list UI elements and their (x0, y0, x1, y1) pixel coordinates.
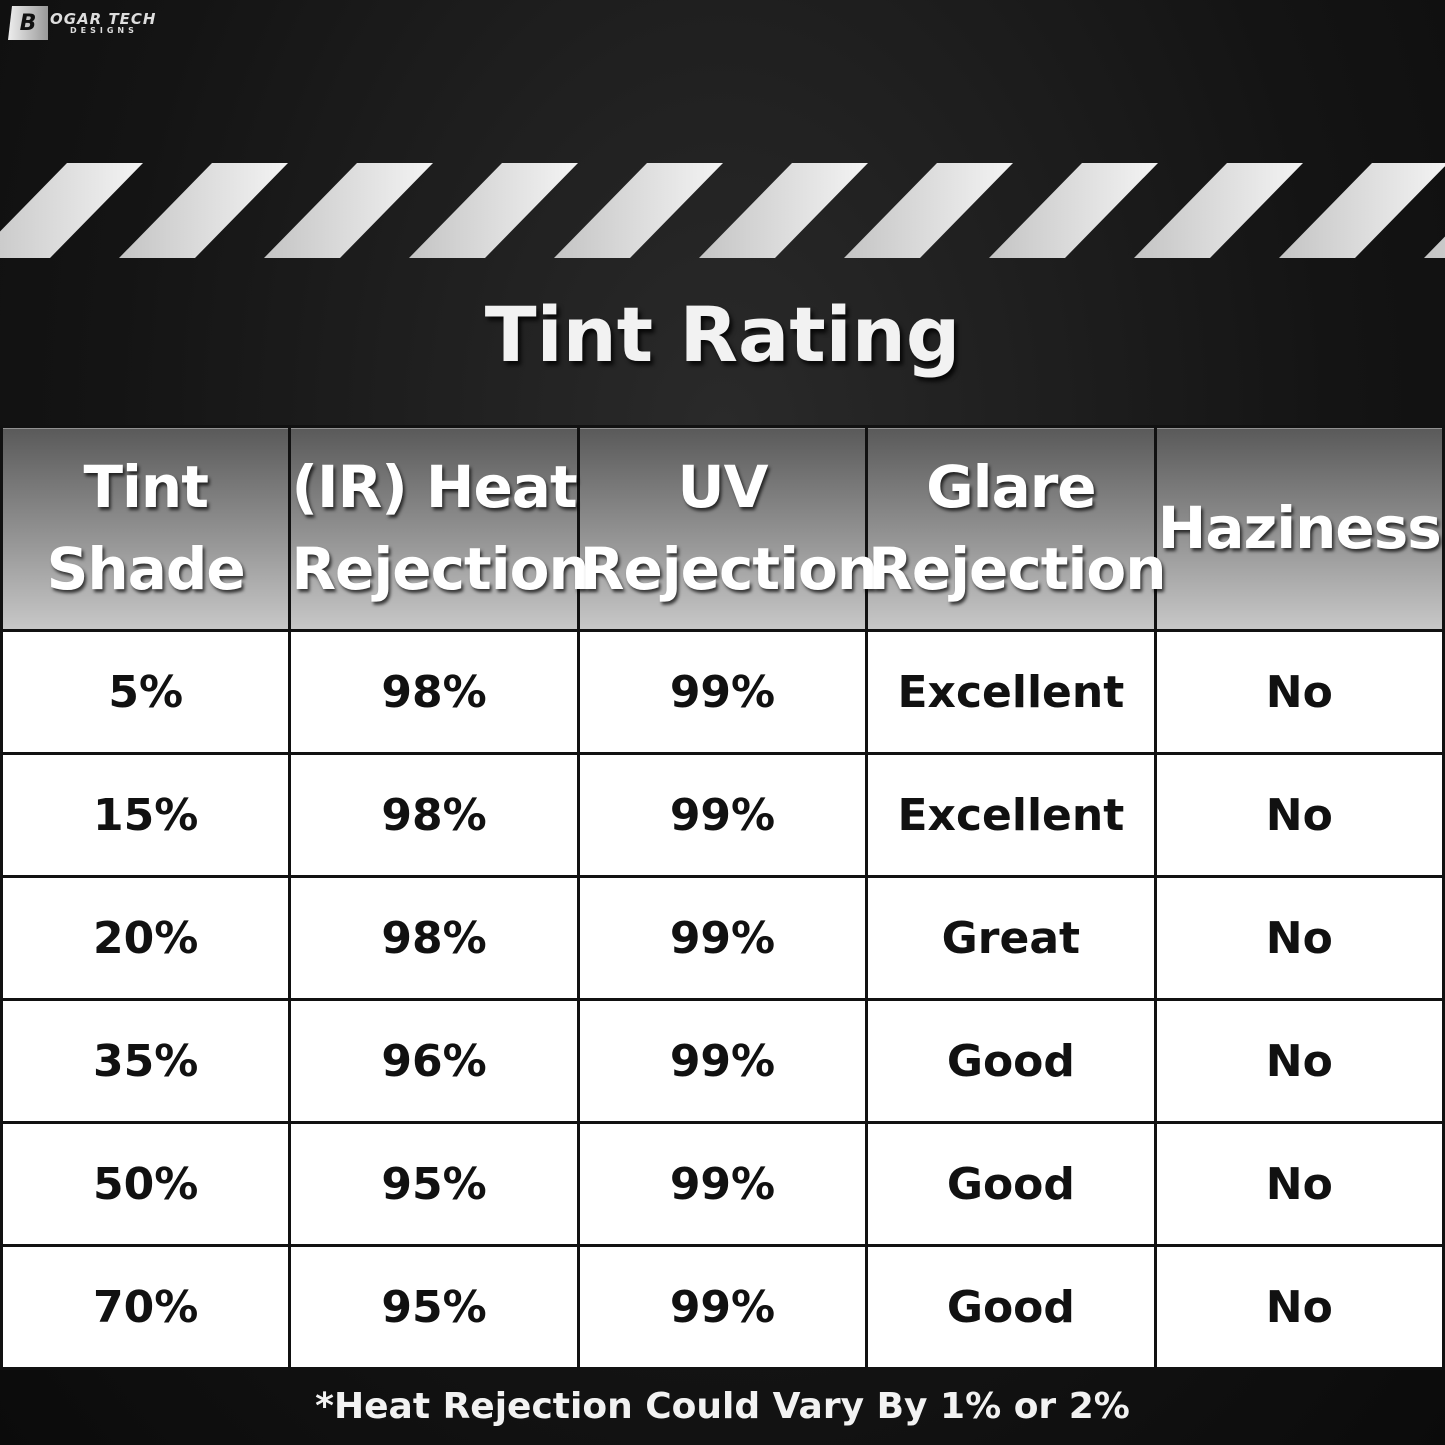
table-row: 70% 95% 99% Good No (0, 1244, 1445, 1370)
table-cell: 5% (0, 629, 292, 755)
table-cell: 98% (288, 875, 580, 1001)
table-cell: 99% (576, 752, 869, 878)
table-row: 20% 98% 99% Great No (0, 875, 1445, 1001)
table-cell: No (1153, 1244, 1445, 1370)
table-cell: 35% (0, 998, 292, 1124)
stripe (409, 163, 578, 258)
table-cell: 98% (288, 752, 580, 878)
stripe (119, 163, 288, 258)
table-cell: No (1153, 629, 1445, 755)
stripe (844, 163, 1013, 258)
table-cell: Great (865, 875, 1157, 1001)
column-header: UV Rejection (576, 425, 878, 632)
table-row: 15% 98% 99% Excellent No (0, 752, 1445, 878)
stripe (989, 163, 1158, 258)
column-header: Haziness (1153, 425, 1445, 632)
table-cell: 50% (0, 1121, 292, 1247)
table-cell: Excellent (865, 629, 1157, 755)
table-cell: 70% (0, 1244, 292, 1370)
table-cell: 99% (576, 875, 869, 1001)
page-title: Tint Rating (484, 290, 961, 379)
table-cell: No (1153, 752, 1445, 878)
tint-rating-table: Tint Shade (IR) Heat Rejection UV Rejectio… (0, 425, 1445, 1370)
table-cell: Good (865, 1244, 1157, 1370)
table-row: 5% 98% 99% Excellent No (0, 629, 1445, 755)
table-cell: Good (865, 1121, 1157, 1247)
table-cell: 15% (0, 752, 292, 878)
table-row: 50% 95% 99% Good No (0, 1121, 1445, 1247)
footnote: *Heat Rejection Could Vary By 1% or 2% (315, 1386, 1130, 1427)
table-cell: 99% (576, 998, 869, 1124)
table-cell: 99% (576, 1244, 869, 1370)
table-row: 35% 96% 99% Good No (0, 998, 1445, 1124)
stripe (264, 163, 433, 258)
brand-logo: B OGAR TECH DESIGNS (8, 6, 157, 40)
stripe (699, 163, 868, 258)
table-cell: 99% (576, 629, 869, 755)
table-cell: Good (865, 998, 1157, 1124)
table-cell: 95% (288, 1244, 580, 1370)
table-cell: 99% (576, 1121, 869, 1247)
stripe (0, 163, 143, 258)
logo-mark: B (8, 6, 48, 40)
logo-line1: OGAR TECH (50, 9, 157, 28)
table-cell: No (1153, 998, 1445, 1124)
stripe (1279, 163, 1445, 258)
table-cell: No (1153, 875, 1445, 1001)
table-cell: No (1153, 1121, 1445, 1247)
table-cell: 20% (0, 875, 292, 1001)
column-header: (IR) Heat Rejection (288, 425, 590, 632)
stripe (554, 163, 723, 258)
hazard-stripes (0, 163, 1445, 258)
table-cell: Excellent (865, 752, 1157, 878)
logo-line2: DESIGNS (70, 25, 138, 35)
column-header: Glare Rejection (865, 425, 1167, 632)
table-cell: 96% (288, 998, 580, 1124)
table-cell: 95% (288, 1121, 580, 1247)
column-header: Tint Shade (0, 425, 292, 632)
header-row: Tint Shade (IR) Heat Rejection UV Rejectio… (0, 425, 1445, 632)
stripe (1134, 163, 1303, 258)
table-cell: 98% (288, 629, 580, 755)
